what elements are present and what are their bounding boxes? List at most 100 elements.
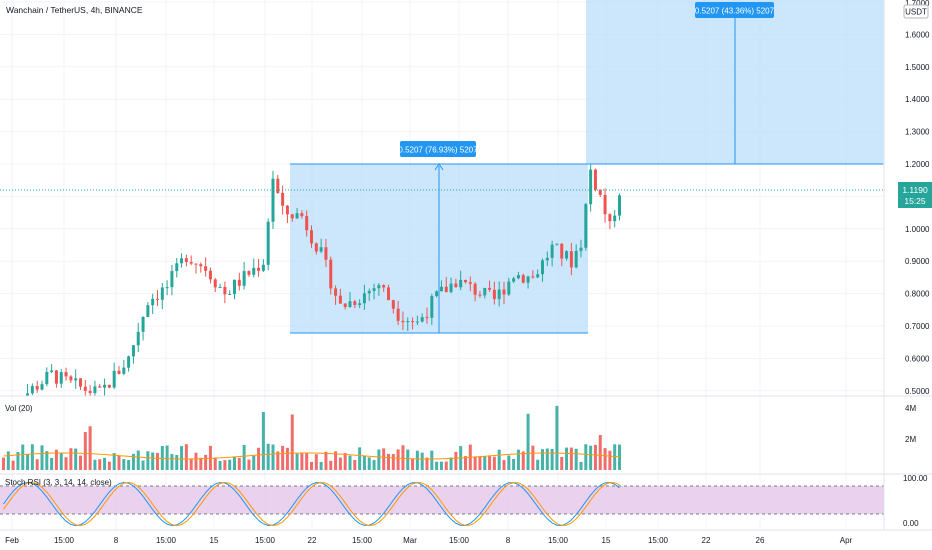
- volume-bar: [464, 456, 467, 470]
- range-label-2: 0.5207 (43.36%) 5207: [695, 2, 775, 18]
- candle-body: [329, 259, 333, 289]
- candle-body: [478, 294, 482, 296]
- candle-body: [343, 303, 347, 307]
- candle-body: [435, 291, 439, 297]
- volume-bar: [565, 447, 569, 470]
- candle-body: [208, 270, 212, 280]
- volume-bar: [310, 461, 313, 470]
- volume-bar: [266, 443, 270, 470]
- volume-bar: [199, 457, 203, 470]
- volume-bar: [21, 444, 25, 470]
- candle-body: [507, 281, 511, 295]
- candle-body: [204, 266, 208, 271]
- volume-bar: [507, 455, 511, 470]
- stoch-tick-0: 0.00: [903, 519, 919, 528]
- volume-bar: [271, 444, 275, 470]
- volume-bar: [502, 459, 506, 470]
- time-tick-16: Apr: [840, 536, 853, 545]
- volume-bar: [396, 449, 400, 470]
- volume-bar: [483, 456, 487, 470]
- candle-body: [550, 244, 554, 258]
- candle-body: [497, 289, 501, 300]
- volume-bar: [574, 448, 578, 470]
- volume-bar: [598, 434, 602, 470]
- volume-bar: [444, 461, 448, 470]
- volume-bar: [367, 457, 371, 470]
- currency-badge[interactable]: USDT: [903, 4, 929, 19]
- range-label-1: 0.5207 (76.93%) 5207: [398, 141, 478, 157]
- price-tick-10: 0.7000: [905, 322, 930, 331]
- volume-bar: [252, 455, 256, 470]
- stoch-pane-label[interactable]: Stoch RSI (3, 3, 14, 14, close): [5, 478, 112, 487]
- candle-body: [430, 296, 434, 318]
- volume-bar: [334, 451, 338, 470]
- volume-pane-label[interactable]: Vol (20): [5, 404, 33, 413]
- time-tick-10: 8: [506, 536, 511, 545]
- candle-body: [401, 320, 405, 323]
- volume-tick-4m: 4M: [905, 404, 916, 413]
- time-tick-13: 15:00: [648, 536, 669, 545]
- volume-bar: [281, 445, 285, 470]
- volume-bar: [314, 454, 318, 470]
- volume-bar: [584, 444, 588, 470]
- candle-body: [521, 275, 525, 283]
- candle-body: [127, 356, 131, 368]
- volume-bar: [348, 455, 352, 470]
- candle-body: [377, 285, 381, 289]
- volume-bar: [26, 454, 30, 470]
- price-tick-4: 1.3000: [905, 128, 930, 137]
- volume-bar: [343, 453, 347, 470]
- volume-bar: [319, 461, 323, 470]
- price-tick-1: 1.6000: [905, 30, 930, 39]
- candle-body: [107, 384, 111, 388]
- volume-bar: [2, 457, 5, 470]
- volume-bar: [74, 448, 78, 470]
- volume-bar: [156, 453, 159, 470]
- volume-bar: [387, 453, 390, 470]
- candle-body: [40, 384, 44, 390]
- volume-bar: [64, 457, 68, 470]
- measure-ranges[interactable]: [290, 0, 884, 334]
- candle-body: [420, 317, 424, 322]
- volume-bar: [40, 445, 44, 470]
- candle-body: [261, 264, 265, 271]
- volume-bar: [415, 450, 419, 470]
- symbol-title[interactable]: Wanchain / TetherUS, 4h, BINANCE: [6, 5, 143, 15]
- volume-bar: [560, 456, 564, 470]
- candle-body: [285, 205, 289, 215]
- volume-bar: [478, 456, 482, 470]
- price-tick-0: 1.7000: [905, 0, 930, 8]
- volume-bar: [439, 461, 443, 470]
- volume-bar: [228, 459, 232, 470]
- volume-bar: [449, 457, 453, 470]
- time-tick-9: 15:00: [449, 536, 470, 545]
- volume-bar: [545, 448, 549, 470]
- time-tick-0: Feb: [5, 536, 19, 545]
- candle-body: [213, 279, 217, 288]
- candle-body: [189, 261, 193, 264]
- volume-bar: [45, 451, 49, 470]
- volume-bar: [579, 461, 583, 470]
- time-tick-12: 15: [602, 536, 611, 545]
- time-tick-11: 15:00: [548, 536, 569, 545]
- volume-bar: [261, 412, 265, 470]
- time-axis[interactable]: Feb 15:00 8 15:00 15 15:00 22 15:00 Mar 15:00 8 15:…: [5, 536, 852, 545]
- candle-body: [35, 386, 39, 390]
- volume-bar: [454, 451, 458, 470]
- volume-bar: [358, 447, 362, 470]
- candle-body: [449, 283, 453, 293]
- candle-body: [603, 194, 607, 215]
- candle-body: [276, 178, 280, 193]
- time-tick-3: 15:00: [156, 536, 177, 545]
- candle-body: [526, 276, 530, 283]
- candle-body: [358, 303, 362, 306]
- price-tick-3: 1.4000: [905, 95, 930, 104]
- candle-body: [30, 386, 34, 394]
- candlesticks: [26, 164, 621, 396]
- volume-bar: [521, 451, 525, 470]
- range-label-2-text: 0.5207 (43.36%) 5207: [695, 7, 775, 16]
- volume-bar: [377, 449, 381, 470]
- candle-body: [348, 301, 352, 307]
- stoch-d-line: [3, 481, 620, 527]
